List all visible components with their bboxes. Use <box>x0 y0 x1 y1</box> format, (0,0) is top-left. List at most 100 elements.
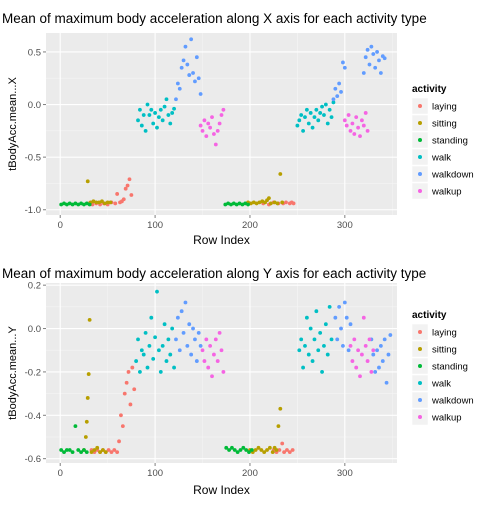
data-point-walkdown <box>371 352 376 357</box>
legend-marker-sitting <box>418 121 422 125</box>
data-point-walk <box>145 365 150 370</box>
data-point-walkdown <box>342 65 347 70</box>
chart-title: Mean of maximum body acceleration along … <box>2 266 426 281</box>
data-point-walkdown <box>378 343 383 348</box>
data-point-walkdown <box>191 326 195 331</box>
data-point-walkup <box>206 365 211 370</box>
data-point-standing <box>62 450 66 455</box>
data-point-walk <box>297 118 302 123</box>
data-point-walk <box>155 125 159 130</box>
data-point-sitting <box>87 317 92 322</box>
data-point-walkup <box>221 370 226 374</box>
data-point-walk <box>153 111 157 115</box>
data-point-walk <box>160 343 165 348</box>
data-point-walk <box>306 352 311 357</box>
data-point-walk <box>172 106 176 111</box>
data-point-walkdown <box>179 309 184 314</box>
data-point-walkup <box>208 125 213 130</box>
data-point-walk <box>322 343 326 348</box>
data-point-walk <box>310 359 315 363</box>
data-point-laying <box>113 201 118 206</box>
data-point-walkup <box>358 134 362 138</box>
data-point-laying <box>130 365 135 370</box>
data-point-walk <box>151 121 156 126</box>
data-point-walkdown <box>339 326 343 331</box>
data-point-walkup <box>354 115 359 120</box>
data-point-walkdown <box>191 71 195 75</box>
data-point-walk <box>301 128 305 133</box>
data-point-laying <box>132 387 137 392</box>
data-point-walk <box>318 330 323 335</box>
data-point-walkdown <box>177 86 182 91</box>
data-point-walk <box>158 370 163 374</box>
data-point-walkup <box>202 118 207 123</box>
data-point-walkdown <box>382 337 387 342</box>
data-point-sitting <box>86 372 91 376</box>
data-point-sitting <box>83 435 88 439</box>
data-point-walkdown <box>193 337 197 342</box>
data-point-sitting <box>98 450 102 455</box>
data-point-walk <box>141 352 146 357</box>
data-point-walk <box>136 118 140 123</box>
data-point-walkup <box>200 348 205 353</box>
data-point-sitting <box>265 448 269 452</box>
legend-marker-sitting <box>418 347 422 351</box>
data-point-walk <box>299 113 304 117</box>
data-point-walkdown <box>375 348 379 353</box>
data-point-walkup <box>361 123 366 128</box>
data-point-walkup <box>348 343 353 348</box>
data-point-standing <box>87 202 92 207</box>
x-tick-label: 300 <box>337 220 353 231</box>
legend-label-laying: laying <box>432 328 457 339</box>
data-point-sitting <box>280 200 285 205</box>
data-point-walk <box>318 111 323 115</box>
data-point-standing <box>238 448 243 452</box>
data-point-sitting <box>262 450 267 455</box>
data-point-walkup <box>210 115 214 120</box>
data-point-laying <box>125 183 130 188</box>
x-tick-label: 200 <box>242 468 258 479</box>
y-tick-label: -1.0 <box>25 205 41 216</box>
x-axis-label: Row Index <box>193 483 250 497</box>
data-point-walkdown <box>342 300 347 305</box>
data-point-walk <box>147 113 152 117</box>
chart-y-axis-mean: Mean of maximum body acceleration along … <box>2 266 474 497</box>
legend-label-walkup: walkup <box>431 413 462 424</box>
legend-marker-walkdown <box>418 172 422 176</box>
data-point-laying <box>106 448 111 452</box>
data-point-walkdown <box>333 315 338 320</box>
data-point-sitting <box>278 406 283 411</box>
data-point-walk <box>149 315 154 320</box>
data-point-sitting <box>274 448 279 452</box>
legend-marker-laying <box>418 104 422 108</box>
data-point-standing <box>247 450 251 455</box>
data-point-sitting <box>89 450 94 455</box>
data-point-walkdown <box>196 76 201 81</box>
data-point-walk <box>139 348 144 353</box>
y-tick-label: 0.0 <box>28 100 41 111</box>
data-point-laying <box>117 439 121 444</box>
data-point-walkdown <box>341 343 345 348</box>
x-tick-label: 300 <box>337 468 353 479</box>
data-point-standing <box>76 448 81 452</box>
data-point-walkdown <box>175 81 180 86</box>
data-point-sitting <box>267 445 272 450</box>
data-point-walkdown <box>339 90 343 94</box>
data-point-sitting <box>275 201 280 206</box>
y-tick-label: -0.4 <box>25 411 41 422</box>
data-point-walkup <box>360 352 364 357</box>
x-tick-label: 200 <box>242 220 258 231</box>
data-point-walk <box>308 111 313 115</box>
data-point-walkdown <box>337 81 342 86</box>
y-tick-label: 0.5 <box>28 47 41 58</box>
data-point-walk <box>164 359 169 363</box>
legend-label-walkup: walkup <box>431 187 462 198</box>
data-point-laying <box>282 450 287 455</box>
data-point-walk <box>153 335 157 340</box>
legend-marker-walkup <box>418 415 422 419</box>
data-point-laying <box>109 450 114 455</box>
data-point-laying <box>115 192 120 196</box>
data-point-walkdown <box>363 55 368 60</box>
data-point-laying <box>115 450 120 455</box>
data-point-walk <box>141 113 146 117</box>
